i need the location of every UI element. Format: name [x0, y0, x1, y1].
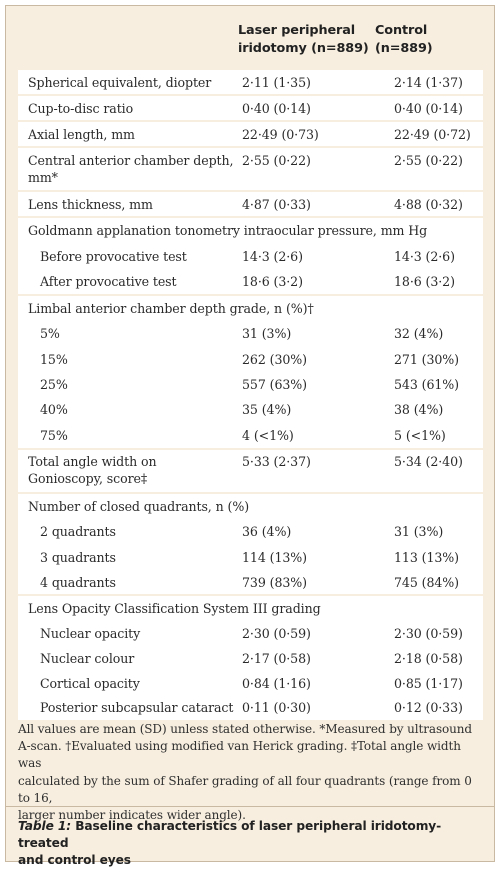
- row-label: 15%: [40, 352, 68, 367]
- row-label: Cortical opacity: [40, 676, 140, 691]
- control-value: 543 (61%): [394, 377, 459, 392]
- lpi-value: 36 (4%): [242, 524, 292, 539]
- lpi-value: 2·17 (0·58): [242, 651, 311, 666]
- row-label-line1: Central anterior chamber depth,: [28, 153, 234, 168]
- control-value: 4·88 (0·32): [394, 197, 463, 212]
- control-value: 2·55 (0·22): [394, 153, 463, 168]
- lpi-value: 22·49 (0·73): [242, 127, 319, 142]
- control-value: 2·30 (0·59): [394, 626, 463, 641]
- header-control-line2: (n=889): [375, 41, 433, 56]
- row-label: 4 quadrants: [40, 575, 116, 590]
- table-panel: Laser peripheral iridotomy (n=889) Contr…: [5, 5, 495, 867]
- header-lpi-column: Laser peripheral iridotomy (n=889): [238, 22, 369, 58]
- row-label: 2 quadrants: [40, 524, 116, 539]
- row-label-line1: Total angle width on: [28, 454, 157, 469]
- footnote-line: calculated by the sum of Shafer grading …: [18, 773, 472, 805]
- row-label: 5%: [40, 326, 60, 341]
- control-value: 0·40 (0·14): [394, 101, 463, 116]
- footnote-line: A-scan. †Evaluated using modified van He…: [18, 739, 461, 771]
- group-heading: Goldmann applanation tonometry intraocul…: [28, 223, 428, 238]
- row-label: After provocative test: [40, 274, 177, 289]
- row-label: Cup-to-disc ratio: [28, 101, 134, 116]
- header-lpi-line1: Laser peripheral: [238, 23, 356, 38]
- header-control-line1: Control: [375, 23, 428, 38]
- lpi-value: 2·30 (0·59): [242, 626, 311, 641]
- row-label: 25%: [40, 377, 68, 392]
- control-value: 5 (<1%): [394, 428, 446, 443]
- lpi-value: 2·55 (0·22): [242, 153, 311, 168]
- footnote-line: All values are mean (SD) unless stated o…: [18, 722, 472, 736]
- table-title-line1: Baseline characteristics of laser periph…: [18, 819, 442, 850]
- row-label: Lens thickness, mm: [28, 197, 153, 212]
- table-row: Spherical equivalent, diopter 2·11 (1·35…: [18, 70, 483, 94]
- control-value: 5·34 (2·40): [394, 454, 463, 469]
- control-value: 18·6 (3·2): [394, 274, 455, 289]
- control-value: 31 (3%): [394, 524, 444, 539]
- control-value: 745 (84%): [394, 575, 459, 590]
- table-caption: Table 1: Baseline characteristics of las…: [18, 818, 483, 869]
- control-value: 0·12 (0·33): [394, 700, 463, 715]
- row-label-line2: Gonioscopy, score‡: [28, 471, 148, 486]
- row-label: 40%: [40, 402, 68, 417]
- table-row: Total angle width on Gonioscopy, score‡ …: [18, 450, 483, 492]
- control-value: 22·49 (0·72): [394, 127, 471, 142]
- table-group: Goldmann applanation tonometry intraocul…: [18, 218, 483, 294]
- lpi-value: 5·33 (2·37): [242, 454, 311, 469]
- header-lpi-line2: iridotomy (n=889): [238, 41, 369, 56]
- control-value: 14·3 (2·6): [394, 249, 455, 264]
- control-value: 38 (4%): [394, 402, 444, 417]
- table-group: Limbal anterior chamber depth grade, n (…: [18, 296, 483, 448]
- lpi-value: 739 (83%): [242, 575, 307, 590]
- table-row: Lens thickness, mm 4·87 (0·33) 4·88 (0·3…: [18, 192, 483, 216]
- lpi-value: 31 (3%): [242, 326, 292, 341]
- lpi-value: 557 (63%): [242, 377, 307, 392]
- row-label: 75%: [40, 428, 68, 443]
- lpi-value: 4·87 (0·33): [242, 197, 311, 212]
- table-header: Laser peripheral iridotomy (n=889) Contr…: [6, 6, 494, 66]
- group-heading: Lens Opacity Classification System III g…: [28, 601, 321, 616]
- row-label: Nuclear opacity: [40, 626, 141, 641]
- lpi-value: 262 (30%): [242, 352, 307, 367]
- control-value: 271 (30%): [394, 352, 459, 367]
- row-label: Axial length, mm: [28, 127, 135, 142]
- table-row: Central anterior chamber depth, mm* 2·55…: [18, 148, 483, 190]
- lpi-value: 0·84 (1·16): [242, 676, 311, 691]
- table-row: Cup-to-disc ratio 0·40 (0·14) 0·40 (0·14…: [18, 96, 483, 120]
- table-group: Lens Opacity Classification System III g…: [18, 596, 483, 720]
- header-control-column: Control (n=889): [375, 22, 433, 58]
- table-footnote: All values are mean (SD) unless stated o…: [18, 721, 483, 824]
- row-label: Nuclear colour: [40, 651, 135, 666]
- lpi-value: 18·6 (3·2): [242, 274, 303, 289]
- row-label-line2: mm*: [28, 170, 58, 185]
- row-label: Before provocative test: [40, 249, 187, 264]
- lpi-value: 35 (4%): [242, 402, 292, 417]
- control-value: 2·18 (0·58): [394, 651, 463, 666]
- table-label: Table 1:: [18, 819, 72, 833]
- lpi-value: 114 (13%): [242, 550, 307, 565]
- lpi-value: 0·11 (0·30): [242, 700, 311, 715]
- row-label: 3 quadrants: [40, 550, 116, 565]
- lpi-value: 0·40 (0·14): [242, 101, 311, 116]
- group-heading: Limbal anterior chamber depth grade, n (…: [28, 301, 314, 316]
- row-label: Posterior subcapsular cataract: [40, 700, 234, 715]
- lpi-value: 14·3 (2·6): [242, 249, 303, 264]
- control-value: 113 (13%): [394, 550, 459, 565]
- lpi-value: 2·11 (1·35): [242, 75, 311, 90]
- caption-divider: [6, 806, 494, 807]
- table-row: Axial length, mm 22·49 (0·73) 22·49 (0·7…: [18, 122, 483, 146]
- control-value: 2·14 (1·37): [394, 75, 463, 90]
- table-title-line2: and control eyes: [18, 853, 131, 867]
- lpi-value: 4 (<1%): [242, 428, 294, 443]
- group-heading: Number of closed quadrants, n (%): [28, 499, 250, 514]
- control-value: 32 (4%): [394, 326, 444, 341]
- control-value: 0·85 (1·17): [394, 676, 463, 691]
- row-label: Spherical equivalent, diopter: [28, 75, 212, 90]
- footnote-line: larger number indicates wider angle).: [18, 808, 246, 823]
- table-group: Number of closed quadrants, n (%) 2 quad…: [18, 494, 483, 594]
